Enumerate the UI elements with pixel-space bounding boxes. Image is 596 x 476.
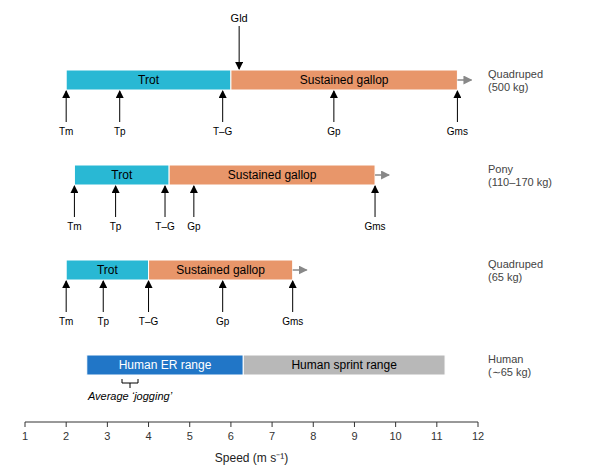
row-label-line: Human bbox=[488, 353, 523, 365]
range-bar bbox=[74, 165, 169, 185]
tick-mark bbox=[354, 422, 355, 427]
row-label-line: (∼65 kg) bbox=[488, 366, 531, 378]
marker-arrow bbox=[103, 281, 104, 312]
tick-label: 11 bbox=[431, 430, 442, 442]
tick-mark bbox=[66, 422, 67, 427]
segment-label: Human ER range bbox=[119, 358, 212, 372]
tick-mark bbox=[189, 422, 190, 427]
row-label-line: Quadruped bbox=[488, 258, 543, 270]
tick-label: 4 bbox=[145, 430, 151, 442]
tick-label: 12 bbox=[472, 430, 484, 442]
marker-label: Tp bbox=[97, 316, 109, 327]
range-bar bbox=[66, 260, 148, 280]
marker-label: Gms bbox=[364, 221, 385, 232]
marker-label: Tm bbox=[59, 316, 73, 327]
row-label-line: Quadruped bbox=[488, 68, 543, 80]
segment-label: Sustained gallop bbox=[300, 73, 389, 87]
row-label-line: (65 kg) bbox=[488, 271, 522, 283]
marker-label: Gp bbox=[327, 126, 341, 137]
tick-mark bbox=[436, 422, 437, 427]
marker-arrow bbox=[222, 281, 223, 312]
continue-arrow bbox=[457, 79, 471, 81]
tick-mark bbox=[148, 422, 149, 427]
tick-label: 3 bbox=[104, 430, 110, 442]
tick-label: 8 bbox=[310, 430, 316, 442]
marker-arrow bbox=[375, 186, 376, 217]
segment-label: Sustained gallop bbox=[176, 263, 265, 277]
tick-label: 1 bbox=[22, 430, 28, 442]
marker-arrow bbox=[66, 91, 67, 122]
tick-label: 10 bbox=[390, 430, 402, 442]
row-label: Pony(110–170 kg) bbox=[488, 163, 552, 188]
range-bar bbox=[231, 70, 458, 90]
segment-label: Trot bbox=[111, 168, 133, 182]
range-bar bbox=[243, 355, 445, 375]
marker-label: Gms bbox=[447, 126, 468, 137]
row-label-line: Pony bbox=[488, 163, 514, 175]
marker-label: Gms bbox=[282, 316, 303, 327]
tick-mark bbox=[107, 422, 108, 427]
above-label: Gld bbox=[231, 12, 248, 24]
chart: Trot Trot Trot Sustained gallop Sustained ga… bbox=[0, 0, 596, 476]
row-label: Human(∼65 kg) bbox=[488, 353, 531, 378]
marker-label: Tp bbox=[110, 221, 122, 232]
tick-mark bbox=[395, 422, 396, 427]
tick-label: 5 bbox=[187, 430, 193, 442]
plot-area bbox=[66, 70, 457, 375]
tick-mark bbox=[230, 422, 231, 427]
marker-label: Gp bbox=[216, 316, 230, 327]
marker-arrow bbox=[115, 186, 116, 217]
tick-label: 7 bbox=[269, 430, 275, 442]
tick-label: 6 bbox=[228, 430, 234, 442]
row-label-line: (500 kg) bbox=[488, 81, 528, 93]
segment-label: Sustained gallop bbox=[228, 168, 317, 182]
marker-arrow bbox=[457, 91, 458, 122]
range-bar bbox=[169, 165, 375, 185]
marker-label: T–G bbox=[139, 316, 159, 327]
tick-mark bbox=[478, 422, 479, 427]
marker-arrow bbox=[119, 91, 120, 122]
jogging-label: Average ‘jogging’ bbox=[87, 390, 173, 402]
range-bar bbox=[66, 70, 231, 90]
tick-mark bbox=[313, 422, 314, 427]
range-bar bbox=[87, 355, 243, 375]
marker-arrow bbox=[193, 186, 194, 217]
marker-arrow bbox=[292, 281, 293, 312]
row-label: Quadruped(65 kg) bbox=[488, 258, 543, 283]
marker-label: Tm bbox=[67, 221, 81, 232]
segment-label: Trot bbox=[138, 73, 160, 87]
segment-label: Trot bbox=[97, 263, 119, 277]
marker-label: T–G bbox=[213, 126, 233, 137]
x-axis-label: Speed (m s⁻¹) bbox=[215, 451, 288, 465]
marker-arrow bbox=[74, 186, 75, 217]
marker-arrow bbox=[148, 281, 149, 312]
marker-arrow bbox=[165, 186, 166, 217]
continue-arrow bbox=[375, 174, 389, 176]
tick-label: 9 bbox=[351, 430, 357, 442]
marker-arrow bbox=[222, 91, 223, 122]
above-arrow bbox=[239, 26, 240, 69]
tick-mark bbox=[25, 422, 26, 427]
axis-line bbox=[25, 422, 478, 423]
marker-arrow bbox=[333, 91, 334, 122]
marker-label: Gp bbox=[187, 221, 201, 232]
tick-mark bbox=[272, 422, 273, 427]
tick-label: 2 bbox=[63, 430, 69, 442]
marker-arrow bbox=[66, 281, 67, 312]
jogging-bracket bbox=[122, 379, 138, 388]
row-label-line: (110–170 kg) bbox=[488, 176, 552, 188]
texts: Trot Trot Trot Sustained gallop Sustained ga… bbox=[59, 12, 552, 402]
continue-arrow bbox=[293, 269, 307, 271]
marker-label: Tp bbox=[114, 126, 126, 137]
segment-label: Human sprint range bbox=[291, 358, 397, 372]
x-axis: 123456789101112Speed (m s⁻¹) bbox=[22, 422, 484, 465]
marker-label: Tm bbox=[59, 126, 73, 137]
row-label: Quadruped(500 kg) bbox=[488, 68, 543, 93]
range-bar bbox=[149, 260, 293, 280]
marker-label: T–G bbox=[155, 221, 175, 232]
